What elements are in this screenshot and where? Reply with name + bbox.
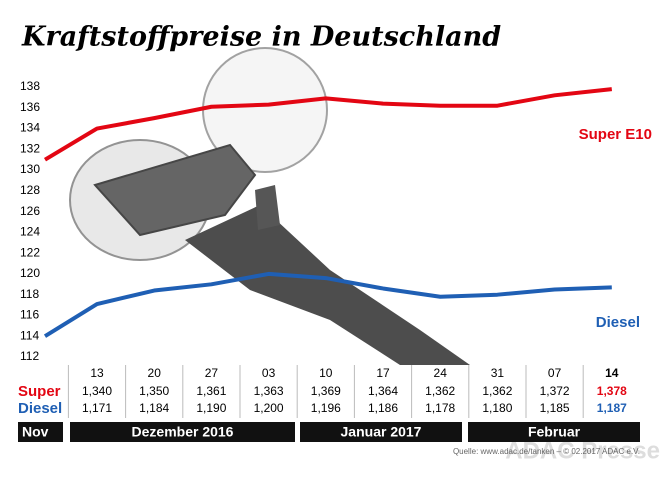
- series-label: Diesel: [596, 314, 640, 331]
- value-label: 1,196: [311, 401, 341, 415]
- period-label: Februar: [528, 424, 581, 440]
- x-tick-label: 13: [90, 366, 104, 380]
- value-label: 1,180: [482, 401, 512, 415]
- value-label: 1,350: [139, 384, 169, 398]
- chart-title: Kraftstoffpreise in Deutschland: [21, 22, 501, 53]
- x-tick-label: 10: [319, 366, 333, 380]
- y-tick-label: 120: [20, 266, 40, 280]
- series-line: [43, 87, 613, 162]
- period-bar: [468, 422, 640, 442]
- value-label: 1,372: [540, 384, 570, 398]
- value-label: 1,186: [368, 401, 398, 415]
- period-bar: [18, 422, 63, 442]
- x-tick-label: 20: [148, 366, 162, 380]
- value-label: 1,362: [425, 384, 455, 398]
- value-label: 1,340: [82, 384, 112, 398]
- x-tick-label: 07: [548, 366, 562, 380]
- value-label: 1,363: [254, 384, 284, 398]
- series-label: Super E10: [579, 126, 652, 143]
- row-label: Super: [18, 383, 61, 400]
- y-tick-label: 114: [20, 328, 39, 342]
- x-tick-label: 17: [376, 366, 390, 380]
- y-tick-label: 118: [20, 287, 39, 301]
- period-label: Nov: [22, 424, 49, 440]
- x-tick-label: 31: [491, 366, 505, 380]
- pump-illustration: [69, 47, 470, 365]
- value-label: 1,362: [482, 384, 512, 398]
- y-tick-label: 112: [20, 349, 39, 363]
- period-bar: [70, 422, 295, 442]
- x-tick-label: 27: [205, 366, 219, 380]
- y-tick-label: 122: [20, 245, 40, 259]
- period-label: Dezember 2016: [132, 424, 234, 440]
- row-label: Diesel: [18, 400, 62, 417]
- x-tick-label: 14: [605, 366, 619, 380]
- y-tick-label: 132: [20, 141, 40, 155]
- y-tick-label: 130: [20, 162, 40, 176]
- value-label: 1,178: [425, 401, 455, 415]
- source: Quelle: www.adac.de/tanken – © 02.2017 A…: [453, 447, 640, 456]
- value-label: 1,200: [254, 401, 284, 415]
- y-tick-label: 124: [20, 225, 40, 239]
- x-tick-label: 24: [434, 366, 448, 380]
- value-label: 1,190: [196, 401, 226, 415]
- value-label: 1,361: [196, 384, 226, 398]
- y-tick-label: 116: [20, 308, 39, 322]
- y-tick-label: 126: [20, 204, 40, 218]
- value-label: 1,369: [311, 384, 341, 398]
- value-label: 1,364: [368, 384, 398, 398]
- y-tick-label: 136: [20, 100, 40, 114]
- value-label: 1,185: [540, 401, 570, 415]
- y-tick-label: 138: [20, 79, 40, 93]
- value-label: 1,378: [597, 384, 627, 398]
- series-line: [43, 271, 612, 338]
- value-label: 1,171: [82, 401, 112, 415]
- y-tick-label: 134: [20, 121, 40, 135]
- value-label: 1,187: [597, 401, 627, 415]
- period-label: Januar 2017: [341, 424, 422, 440]
- value-label: 1,184: [139, 401, 169, 415]
- y-tick-label: 128: [20, 183, 40, 197]
- period-bar: [300, 422, 462, 442]
- x-tick-label: 03: [262, 366, 276, 380]
